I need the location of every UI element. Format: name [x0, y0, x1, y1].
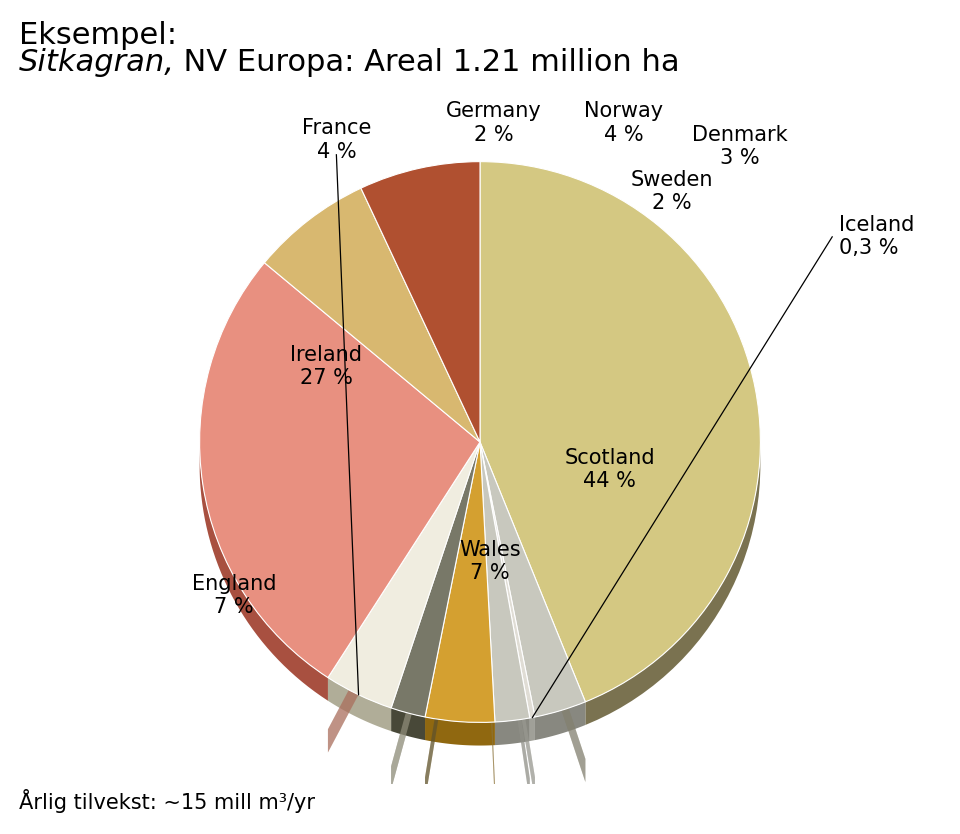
Polygon shape: [586, 447, 760, 725]
Polygon shape: [391, 708, 425, 740]
Text: NV Europa: Areal 1.21 million ha: NV Europa: Areal 1.21 million ha: [164, 48, 680, 77]
Wedge shape: [200, 263, 480, 677]
Text: Eksempel:: Eksempel:: [19, 21, 178, 50]
Polygon shape: [425, 442, 480, 801]
Wedge shape: [391, 442, 480, 717]
Polygon shape: [530, 717, 535, 741]
Text: Scotland
44 %: Scotland 44 %: [564, 448, 656, 491]
Text: Sweden
2 %: Sweden 2 %: [630, 170, 712, 213]
Polygon shape: [480, 442, 495, 806]
Wedge shape: [480, 442, 586, 717]
Polygon shape: [425, 717, 495, 746]
Text: Germany
2 %: Germany 2 %: [445, 102, 541, 144]
Text: Ireland
27 %: Ireland 27 %: [290, 345, 362, 389]
Wedge shape: [480, 162, 760, 702]
Polygon shape: [328, 442, 480, 752]
Wedge shape: [480, 442, 530, 722]
Polygon shape: [480, 442, 530, 801]
Polygon shape: [495, 718, 530, 745]
Polygon shape: [480, 442, 586, 782]
Wedge shape: [480, 442, 535, 718]
Text: France
4 %: France 4 %: [301, 118, 372, 162]
Polygon shape: [391, 442, 480, 790]
Polygon shape: [328, 677, 391, 731]
Text: England
7 %: England 7 %: [192, 575, 276, 617]
Wedge shape: [328, 442, 480, 708]
Polygon shape: [535, 702, 586, 740]
Polygon shape: [425, 442, 480, 801]
Text: Årlig tilvekst: ~15 mill m³/yr: Årlig tilvekst: ~15 mill m³/yr: [19, 789, 315, 813]
Text: Iceland
0,3 %: Iceland 0,3 %: [839, 215, 915, 259]
Polygon shape: [391, 442, 480, 790]
Text: Sitkagran,: Sitkagran,: [19, 48, 175, 77]
Text: Denmark
3 %: Denmark 3 %: [692, 125, 788, 168]
Wedge shape: [361, 162, 480, 442]
Polygon shape: [480, 442, 495, 806]
Polygon shape: [480, 442, 586, 782]
Polygon shape: [480, 442, 535, 801]
Polygon shape: [480, 442, 530, 801]
Text: Wales
7 %: Wales 7 %: [460, 540, 521, 583]
Polygon shape: [480, 442, 535, 801]
Polygon shape: [328, 442, 480, 752]
Wedge shape: [425, 442, 495, 722]
Wedge shape: [264, 188, 480, 442]
Polygon shape: [200, 449, 328, 701]
Text: Norway
4 %: Norway 4 %: [584, 102, 663, 144]
